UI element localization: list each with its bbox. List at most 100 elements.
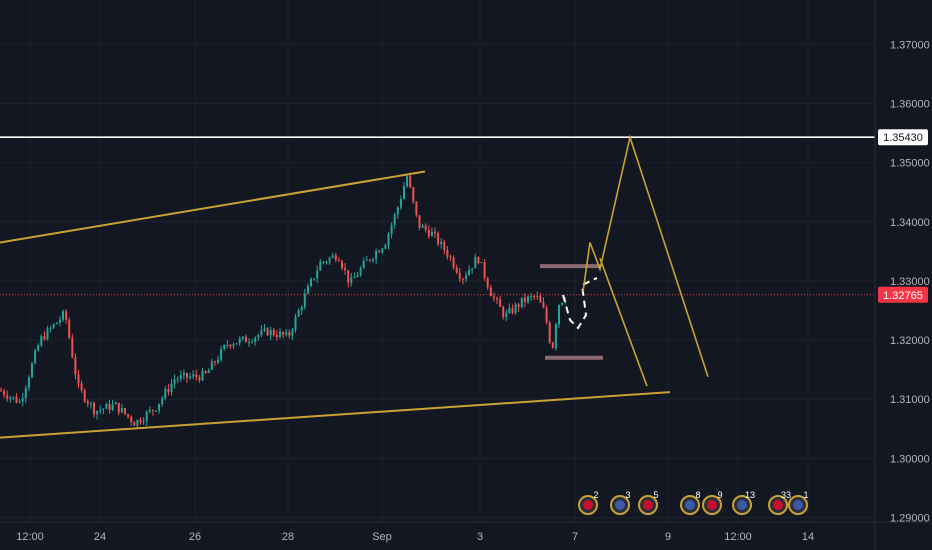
candle-down xyxy=(443,241,446,251)
time-tick-label: 12:00 xyxy=(724,531,752,543)
resistance-price-tag-text: 1.35430 xyxy=(883,132,923,144)
candle-down xyxy=(492,296,495,299)
candle-up xyxy=(164,388,167,398)
candle-down xyxy=(517,304,520,307)
candle-down xyxy=(548,322,551,343)
candle-up xyxy=(471,268,474,270)
candle-up xyxy=(251,341,254,343)
candle-down xyxy=(68,319,71,338)
price-tick-label: 1.33000 xyxy=(890,276,930,288)
grid-lines xyxy=(0,0,875,522)
candle-up xyxy=(393,214,396,225)
candle-down xyxy=(186,372,188,378)
candle-down xyxy=(424,225,427,230)
candle-up xyxy=(207,370,210,374)
candle-up xyxy=(142,421,145,423)
price-axis[interactable]: 1.37000 1.36000 1.35000 1.34000 1.33000 1.320… xyxy=(874,0,930,550)
candle-down xyxy=(151,409,154,411)
candle-down xyxy=(195,374,198,377)
candle-down xyxy=(6,395,9,399)
candle-up xyxy=(145,411,148,422)
candle-up xyxy=(27,377,30,388)
candle-up xyxy=(365,259,368,261)
candle-up xyxy=(235,343,238,345)
candle-down xyxy=(427,229,430,237)
candle-up xyxy=(319,261,322,271)
candle-up xyxy=(161,397,164,404)
candle-up xyxy=(241,336,244,339)
candle-down xyxy=(130,416,133,423)
candle-down xyxy=(452,257,455,268)
candle-down xyxy=(378,251,381,253)
candle-up xyxy=(182,372,185,376)
candle-up xyxy=(331,255,334,258)
candle-up xyxy=(387,233,390,246)
time-tick-label: 26 xyxy=(189,531,201,543)
flag-icon xyxy=(737,500,747,510)
candle-up xyxy=(201,371,204,381)
price-tick-label: 1.35000 xyxy=(890,158,930,170)
candle-up xyxy=(260,330,263,335)
candle-up xyxy=(58,319,61,323)
candle-up xyxy=(12,396,15,398)
candle-up xyxy=(399,198,402,208)
projection-alt-path xyxy=(599,258,648,387)
time-tick-label: 9 xyxy=(665,531,671,543)
candle-down xyxy=(511,308,514,313)
candle-down xyxy=(275,335,278,338)
candle-up xyxy=(9,397,12,399)
candle-down xyxy=(409,176,412,188)
projection-main-path xyxy=(582,134,709,377)
candle-down xyxy=(167,388,170,392)
candle-up xyxy=(285,332,288,335)
candle-down xyxy=(229,344,232,347)
candle-down xyxy=(489,287,492,297)
candle-up xyxy=(173,379,176,384)
candle-up xyxy=(375,251,378,260)
candle-up xyxy=(105,403,108,409)
economic-events[interactable]: 2 3 5 8 9 13 33 1 xyxy=(578,490,809,515)
candle-up xyxy=(31,363,33,378)
event-count-label: 5 xyxy=(653,490,658,500)
event-count-label: 9 xyxy=(717,490,722,500)
candle-up xyxy=(179,375,182,380)
candle-down xyxy=(415,201,418,216)
candle-up xyxy=(530,295,533,297)
candle-down xyxy=(486,277,489,288)
flag-icon xyxy=(615,500,625,510)
candle-up xyxy=(18,401,21,403)
candle-up xyxy=(554,324,557,349)
candle-down xyxy=(83,390,86,402)
candle-up xyxy=(421,225,424,228)
candle-down xyxy=(539,295,542,303)
candle-up xyxy=(34,350,37,364)
candle-down xyxy=(545,307,548,323)
candle-up xyxy=(269,329,272,336)
candle-up xyxy=(440,241,443,245)
price-tick-label: 1.32000 xyxy=(890,335,930,347)
time-axis[interactable]: 12:00 24 26 28 Sep 3 7 9 12:00 14 xyxy=(0,521,932,543)
candle-up xyxy=(359,268,362,276)
candle-down xyxy=(272,329,275,336)
candle-up xyxy=(508,308,511,313)
candle-up xyxy=(297,310,300,317)
event-count-label: 13 xyxy=(745,490,755,500)
flag-icon xyxy=(793,500,803,510)
candle-up xyxy=(62,311,64,320)
time-tick-label: 7 xyxy=(572,531,578,543)
candle-down xyxy=(523,297,526,303)
candle-down xyxy=(117,402,120,413)
candle-down xyxy=(86,401,89,404)
candle-up xyxy=(390,224,393,234)
candle-up xyxy=(223,345,226,349)
candle-down xyxy=(434,231,436,234)
candle-up xyxy=(325,261,328,263)
candle-up xyxy=(356,275,359,278)
candle-down xyxy=(461,278,464,280)
candle-up xyxy=(381,248,384,253)
candle-up xyxy=(114,402,117,405)
candle-up xyxy=(248,342,250,344)
candle-up xyxy=(189,376,192,378)
candle-down xyxy=(533,295,536,297)
